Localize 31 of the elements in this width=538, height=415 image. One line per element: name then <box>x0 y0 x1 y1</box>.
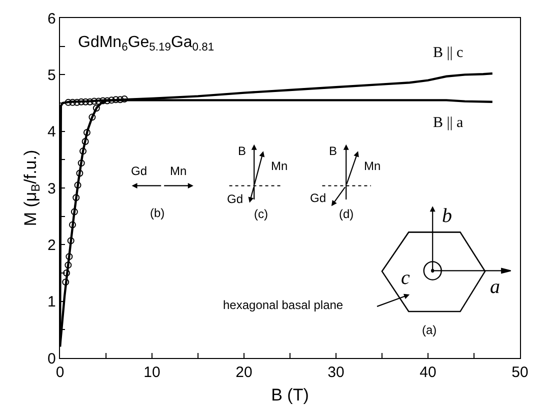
annotation: (a) <box>422 323 437 337</box>
annotation: (d) <box>339 207 354 221</box>
y-tick-label: 6 <box>48 10 56 28</box>
annotation: Gd <box>227 192 244 206</box>
annotation: b <box>442 205 452 227</box>
x-axis-title: B (T) <box>271 386 309 404</box>
annotation: (c) <box>254 207 268 221</box>
annotation: (b) <box>150 206 165 220</box>
series-label: B || a <box>433 115 464 131</box>
y-tick-label: 3 <box>48 180 56 198</box>
annotation: B <box>238 144 246 158</box>
annotation: a <box>490 276 500 298</box>
annotation: Mn <box>271 159 288 173</box>
annotation: Mn <box>364 159 381 173</box>
series-label: B || c <box>433 45 464 61</box>
y-tick-label: 5 <box>48 66 56 84</box>
x-tick-label: 20 <box>236 364 252 382</box>
annotation: Mn <box>170 164 187 178</box>
y-tick-label: 0 <box>48 350 56 368</box>
x-tick-label: 30 <box>328 364 344 382</box>
annotation: GdMn$_{6}$Ge$_{5.19}$Ga$_{0.81}$ <box>78 34 214 54</box>
y-tick-label: 1 <box>48 294 56 311</box>
y-tick-label: 2 <box>48 236 56 254</box>
x-tick-label: 40 <box>420 364 436 382</box>
annotation: Gd <box>131 164 148 178</box>
x-tick-label: 50 <box>512 364 528 382</box>
x-tick-label: 10 <box>144 364 160 382</box>
annotation: B <box>329 144 338 158</box>
annotation: Gd <box>310 191 326 205</box>
annotation: hexagonal basal plane <box>223 298 344 312</box>
y-tick-label: 4 <box>48 124 56 141</box>
